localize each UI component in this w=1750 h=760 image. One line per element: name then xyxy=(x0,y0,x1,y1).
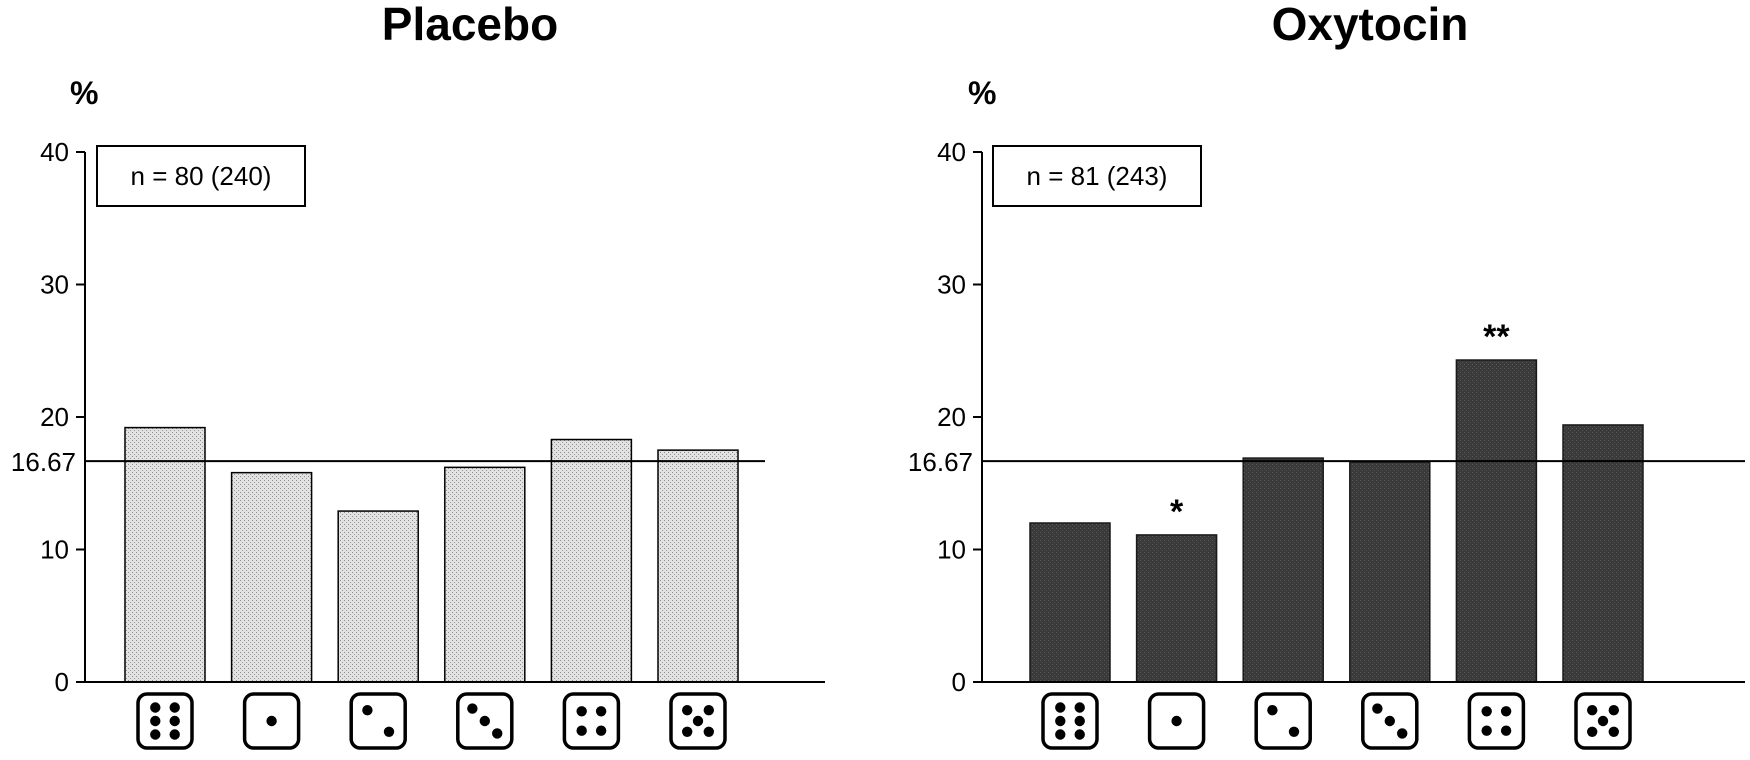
die-face-6-icon xyxy=(136,692,194,750)
placebo-bar xyxy=(657,449,739,683)
placebo-bar xyxy=(230,471,313,683)
placebo-title: Placebo xyxy=(382,0,558,50)
placebo-sample-label: n = 80 (240) xyxy=(131,161,272,191)
die-face-4-icon xyxy=(562,692,621,750)
placebo-panel: Placebo % n = 80 (240) 0 10 20 30 40 16.67 xyxy=(11,0,825,750)
oxytocin-bar xyxy=(1562,424,1644,683)
placebo-sample-box xyxy=(96,145,306,207)
placebo-y-tick-label: 40 xyxy=(40,137,69,167)
oxytocin-y-unit: % xyxy=(968,75,996,111)
oxytocin-significance-marker: * xyxy=(1170,493,1184,531)
oxytocin-title: Oxytocin xyxy=(1272,0,1469,50)
oxytocin-bar xyxy=(1349,461,1431,683)
die-face-3-icon xyxy=(1361,692,1419,750)
placebo-y-tick-label: 0 xyxy=(55,667,69,697)
placebo-bar xyxy=(337,510,419,683)
die-face-5-icon xyxy=(1574,692,1632,750)
oxytocin-bar xyxy=(1455,359,1538,683)
placebo-bar xyxy=(124,426,206,683)
oxytocin-y-tick-label: 40 xyxy=(937,137,966,167)
oxytocin-y-tick-label: 0 xyxy=(952,667,966,697)
oxytocin-y-tick-label: 30 xyxy=(937,270,966,300)
die-face-2-icon xyxy=(349,692,407,750)
die-face-5-icon xyxy=(669,692,727,750)
die-face-1-icon xyxy=(1147,692,1206,750)
die-face-2-icon xyxy=(1254,692,1312,750)
oxytocin-sample-box xyxy=(992,145,1202,207)
oxytocin-y-tick-label: 10 xyxy=(937,535,966,565)
die-face-3-icon xyxy=(456,692,514,750)
oxytocin-y-tick-label: 20 xyxy=(937,402,966,432)
placebo-y-tick-label: 20 xyxy=(40,402,69,432)
placebo-y-tick-label: 30 xyxy=(40,270,69,300)
oxytocin-bar xyxy=(1242,457,1324,683)
placebo-bar xyxy=(550,438,633,683)
die-face-4-icon xyxy=(1467,692,1526,750)
oxytocin-bar xyxy=(1029,522,1111,683)
oxytocin-chance-label: 16.67 xyxy=(908,447,973,477)
oxytocin-significance-marker: ** xyxy=(1483,318,1510,356)
placebo-y-tick-label: 10 xyxy=(40,535,69,565)
placebo-bar xyxy=(444,466,526,683)
placebo-y-unit: % xyxy=(70,75,98,111)
die-face-6-icon xyxy=(1041,692,1099,750)
placebo-chance-label: 16.67 xyxy=(11,447,76,477)
oxytocin-sample-label: n = 81 (243) xyxy=(1027,161,1168,191)
oxytocin-bar xyxy=(1135,534,1218,683)
die-face-1-icon xyxy=(242,692,301,750)
